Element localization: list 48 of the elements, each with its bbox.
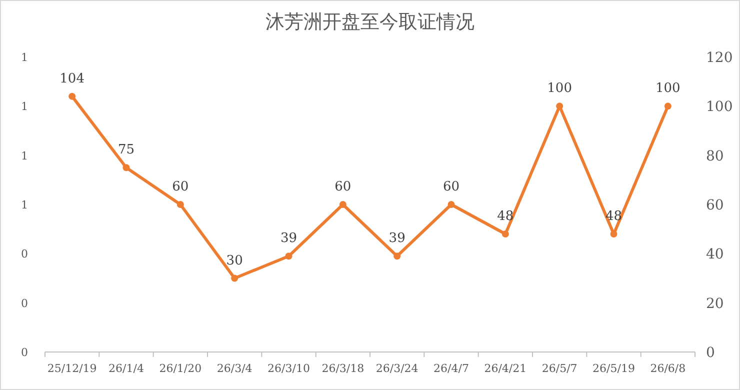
data-label: 100	[656, 81, 680, 96]
x-tick-label: 26/3/24	[376, 362, 418, 375]
y2-tick-label: 120	[706, 50, 733, 66]
x-tick-label: 25/12/19	[47, 362, 97, 375]
y-tick-label: 0	[21, 346, 28, 359]
y-tick-label: 1	[21, 149, 28, 162]
chart-title: 沐芳洲开盘至今取证情况	[266, 11, 474, 33]
x-tick-label: 26/1/20	[159, 362, 202, 375]
x-tick-label: 26/3/10	[268, 362, 310, 375]
point	[664, 102, 672, 110]
point	[502, 230, 509, 238]
x-tick-label: 26/4/7	[434, 362, 469, 375]
x-tick-label: 26/5/19	[592, 362, 635, 375]
point	[285, 252, 292, 260]
data-label: 100	[547, 81, 572, 96]
point	[231, 274, 238, 282]
data-label: 60	[172, 180, 189, 194]
data-label: 60	[334, 180, 352, 194]
y-tick-label: 0	[21, 248, 28, 261]
x-tick-label: 26/5/7	[542, 362, 578, 375]
data-label: 75	[118, 142, 135, 158]
y-tick-label: 1	[21, 51, 28, 64]
point	[394, 252, 401, 260]
point	[176, 201, 184, 208]
point	[68, 92, 76, 100]
x-tick-label: 26/3/18	[322, 362, 364, 375]
data-label: 30	[226, 253, 243, 268]
data-label: 60	[442, 180, 460, 194]
point	[122, 164, 130, 172]
y-tick-label: 0	[21, 296, 28, 310]
y-tick-label: 1	[21, 100, 28, 114]
point	[448, 201, 455, 208]
y2-tick-label: 40	[706, 246, 724, 263]
x-tick-label: 26/1/4	[108, 362, 144, 375]
y-tick-label: 1	[21, 198, 28, 212]
point	[339, 201, 346, 208]
y2-tick-label: 20	[706, 296, 724, 312]
y2-tick-label: 100	[706, 99, 733, 116]
data-label: 104	[60, 71, 84, 86]
y2-tick-label: 0	[706, 345, 715, 361]
x-tick-label: 26/4/21	[484, 362, 527, 375]
y2-tick-label: 60	[706, 198, 724, 214]
y2-tick-label: 80	[706, 148, 724, 164]
x-tick-label: 26/3/4	[216, 362, 252, 375]
data-label: 39	[280, 231, 298, 246]
point	[610, 230, 618, 238]
data-label: 39	[388, 231, 406, 246]
x-tick-label: 26/6/8	[650, 362, 686, 375]
